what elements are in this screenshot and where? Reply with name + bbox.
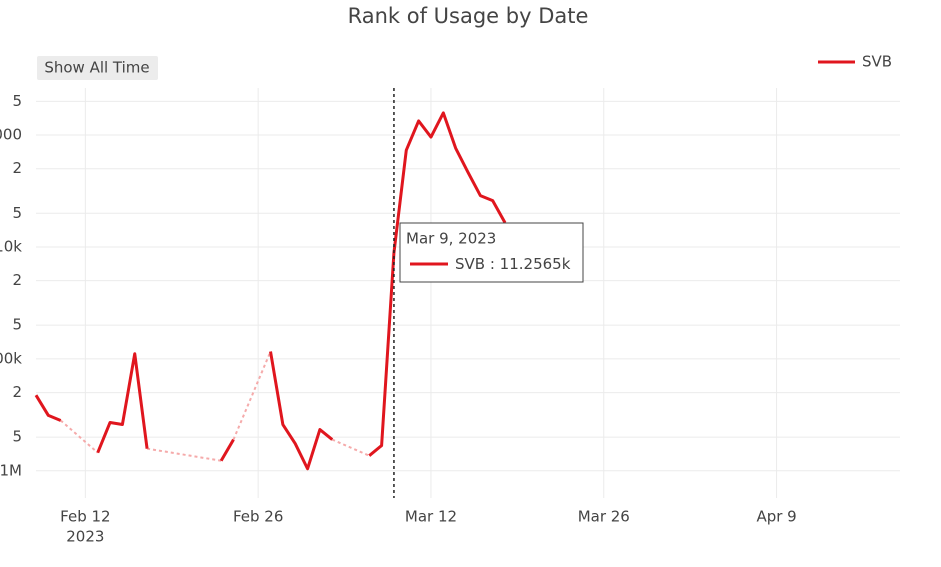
tooltip-value-label: 11.2565k [500,255,571,273]
button-bg[interactable] [37,56,158,80]
tooltip-value: SVB : 11.2565k [455,255,571,273]
button-label[interactable]: Show All Time [44,59,149,77]
y-tick-label: 1M [0,461,22,479]
x-tick-label: Feb 12 [60,508,110,526]
tooltip-sep: : [485,255,500,273]
gap-connector [60,419,99,454]
y-tick-label: 5 [12,428,22,446]
y-tick-label: 10k [0,237,22,255]
y-tick-label: 100k [0,349,22,367]
series-line [368,111,507,457]
gap-connector [146,447,222,462]
y-tick-label: 5 [12,204,22,222]
legend-label: SVB [862,53,892,71]
series-line [269,351,334,471]
series-line [96,352,149,454]
tooltip-series: SVB [455,255,485,273]
y-tick-label: 2 [12,159,22,177]
gap-connector [331,438,370,457]
y-tick-label: 5 [12,92,22,110]
y-tick-label: 1000 [0,126,22,144]
x-tick-label: Feb 26 [233,508,283,526]
y-tick-label: 2 [12,383,22,401]
chart-title: Rank of Usage by Date [348,4,589,28]
series-line [34,394,62,422]
x-tick-label: Mar 12 [405,508,457,526]
y-tick-label: 5 [12,316,22,334]
show-all-button[interactable]: Show All Time [37,56,158,80]
y-tick-label: 2 [12,271,22,289]
x-tick-label: Mar 26 [578,508,630,526]
x-tick-label: Apr 9 [756,508,796,526]
tooltip-box [399,222,584,283]
tooltip-title: Mar 9, 2023 [406,230,496,248]
series-line [219,438,235,462]
x-year-label: 2023 [66,528,104,546]
gap-connector [232,351,272,440]
